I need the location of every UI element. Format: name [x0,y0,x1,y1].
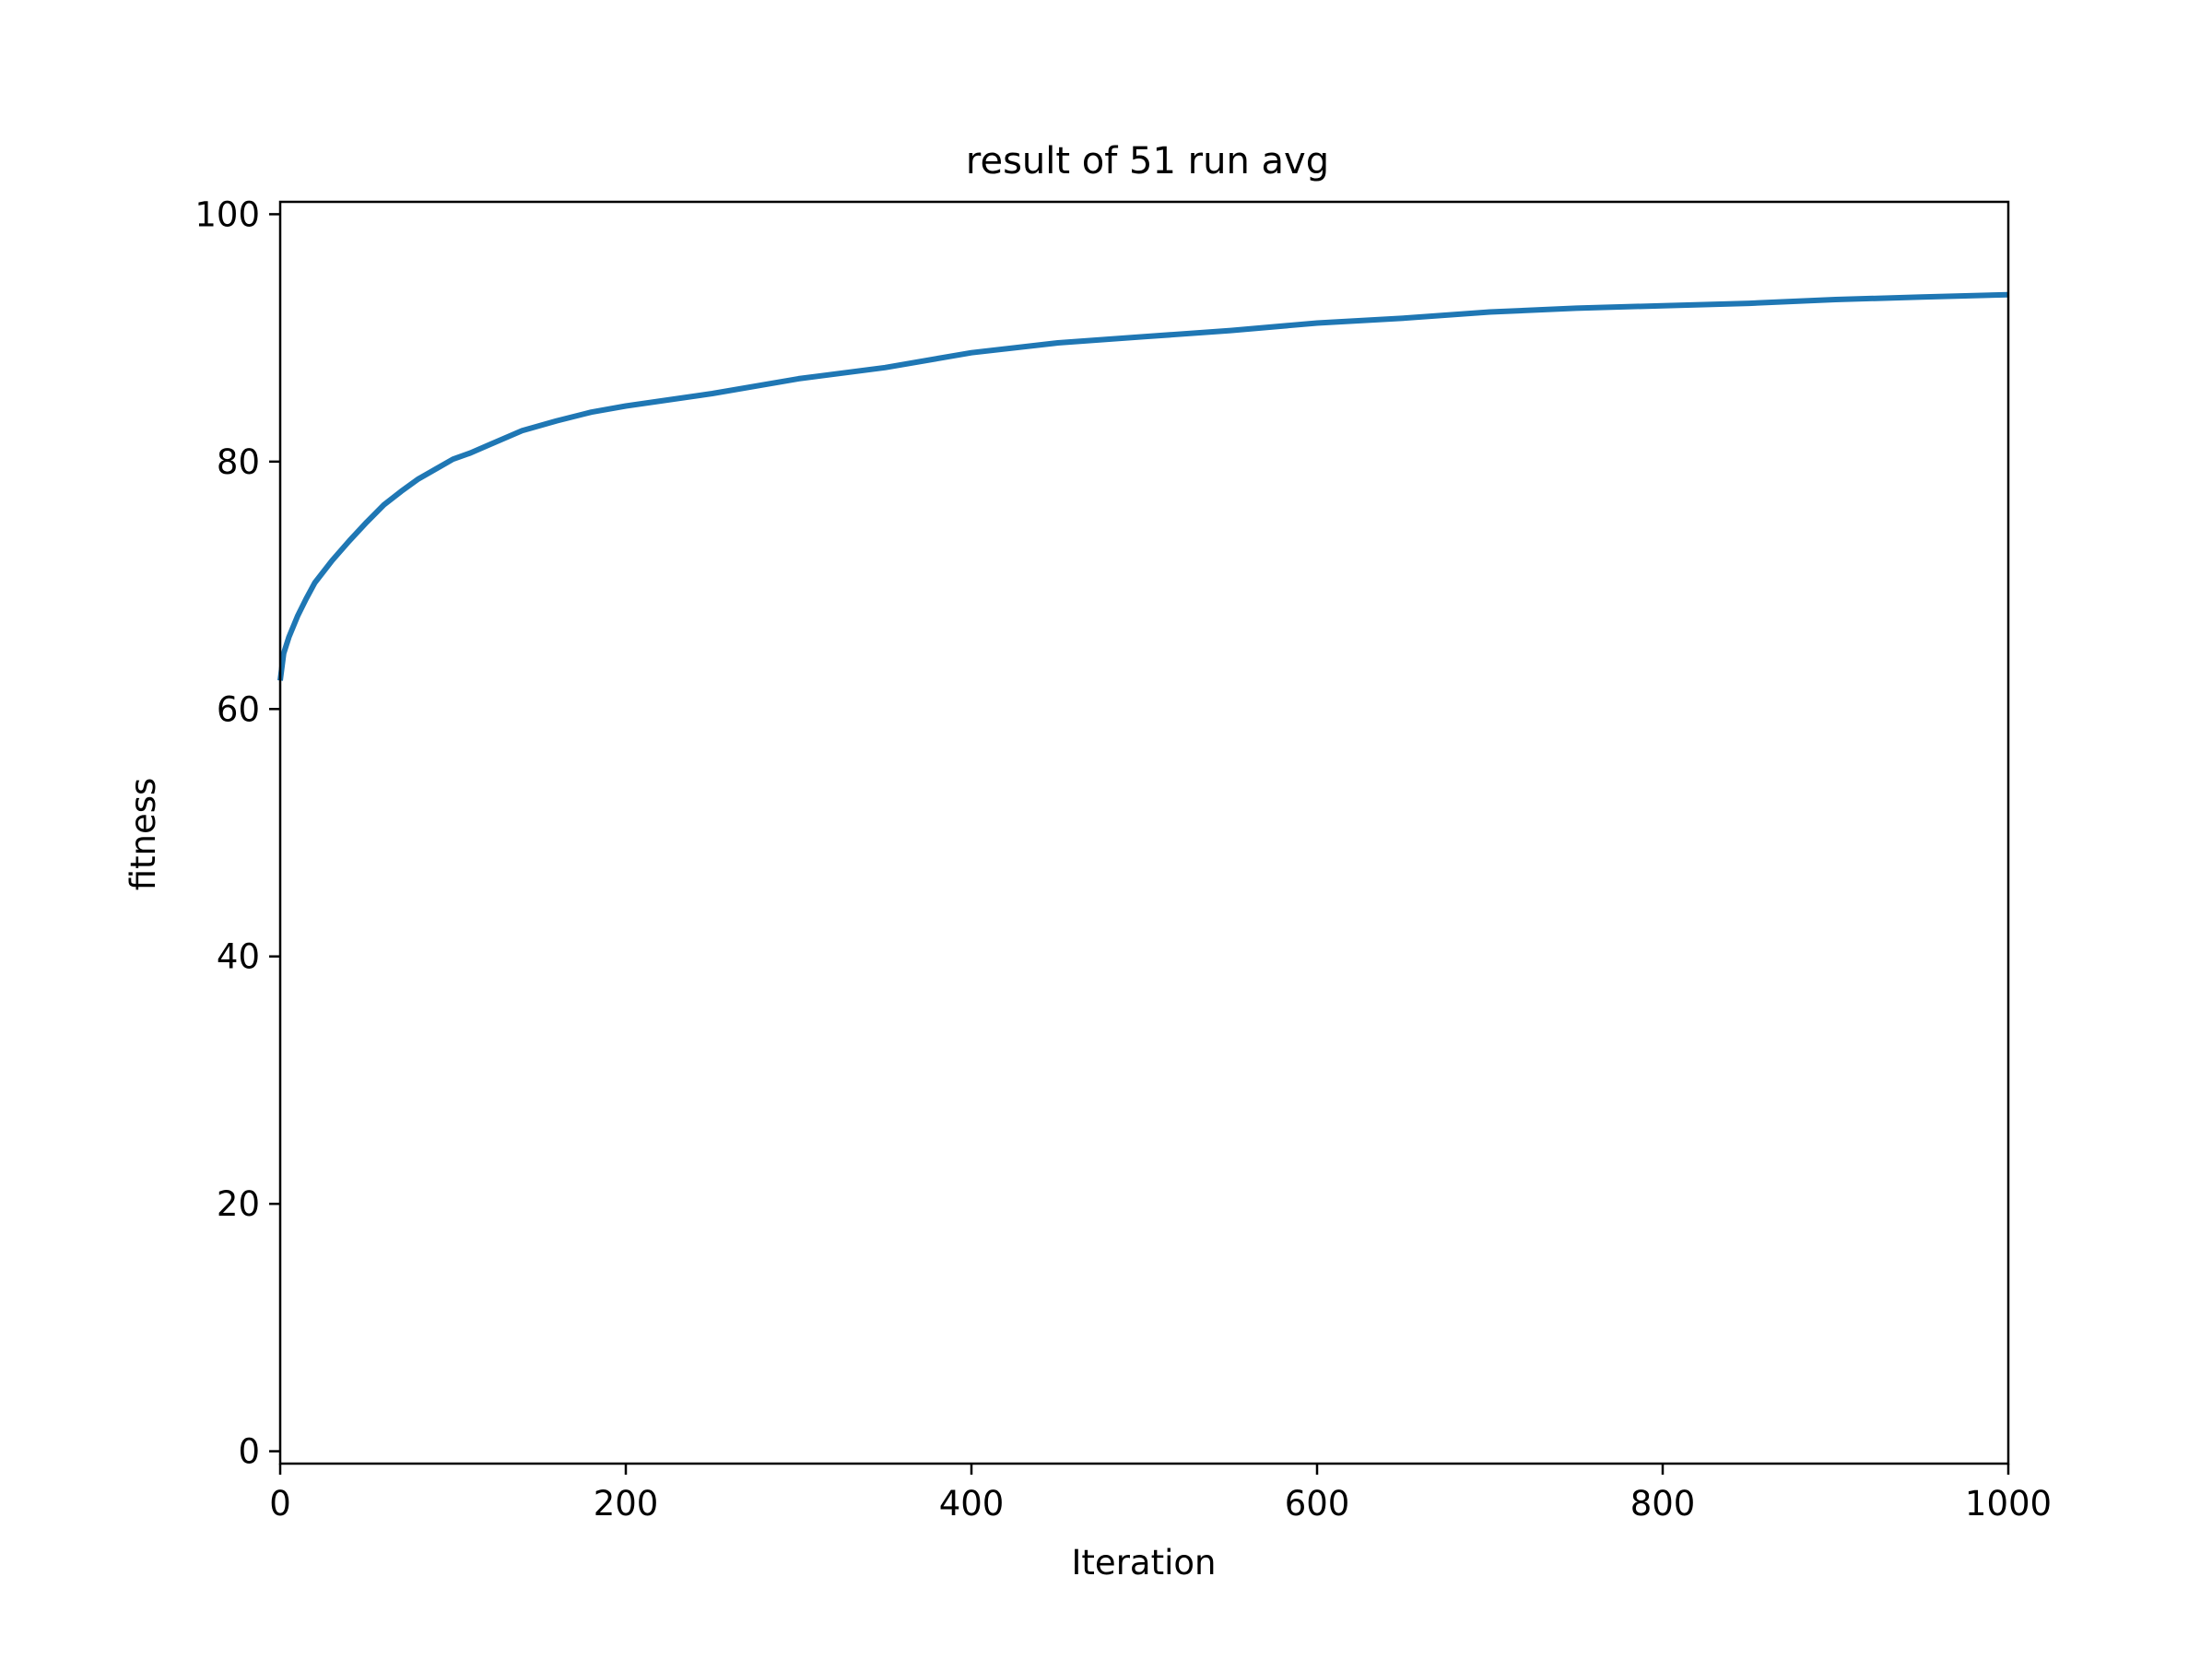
plot-area [277,200,2010,1465]
series-layer [277,291,2009,681]
x-tick-label: 1000 [1965,1484,2052,1524]
y-tick-label: 80 [217,442,260,482]
y-axis-ticks: 0 20 40 60 80 100 [194,194,280,1472]
plot-background [280,202,2008,1464]
chart-title: result of 51 run avg [966,140,1329,182]
x-tick-label: 200 [594,1484,659,1524]
x-tick-label: 800 [1630,1484,1696,1524]
x-axis-label: Iteration [1072,1543,1217,1583]
x-tick-label: 600 [1285,1484,1350,1524]
x-tick-label: 0 [269,1484,291,1524]
y-tick-label: 40 [217,937,260,977]
series-line [277,291,2009,681]
y-tick-label: 60 [217,689,260,729]
y-tick-label: 0 [238,1432,260,1472]
x-tick-label: 400 [939,1484,1005,1524]
y-tick-label: 20 [217,1184,260,1224]
plot-frame [278,200,2010,1465]
y-axis-label: fitness [124,778,163,891]
x-axis-ticks: 0 200 400 600 800 1000 [269,1464,2052,1524]
y-tick-label: 100 [194,194,260,234]
